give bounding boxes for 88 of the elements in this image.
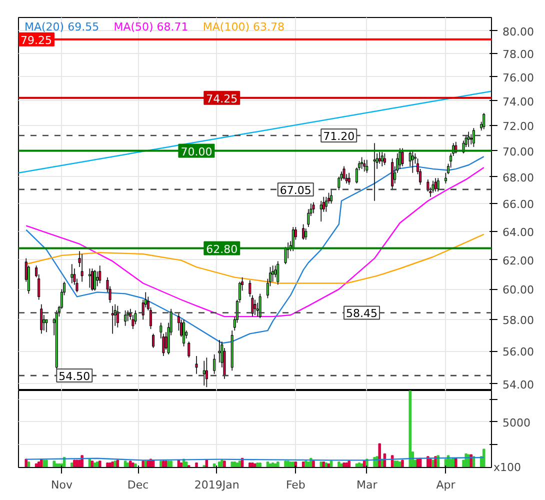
annotation: 58.45 xyxy=(346,307,378,320)
y-tick-label: 58.00 xyxy=(502,314,534,328)
candlestick xyxy=(276,260,280,286)
candlestick xyxy=(254,299,256,316)
annotation: 62.80 xyxy=(206,242,238,256)
candlestick xyxy=(274,265,277,278)
candlestick xyxy=(436,178,440,192)
y-tick-label: 74.00 xyxy=(502,95,534,108)
candlestick xyxy=(188,341,190,358)
candlestick xyxy=(40,304,43,334)
y-tick-label: 78.00 xyxy=(502,48,534,62)
candlestick xyxy=(202,360,206,386)
y-tick-label: 60.00 xyxy=(502,284,534,297)
x-tick-label: 2019Jan xyxy=(194,478,240,492)
text: MA(50) 68.71 xyxy=(114,20,188,34)
y-tick-label: 62.00 xyxy=(502,254,534,268)
annotation: 67.05 xyxy=(280,184,312,197)
candlestick xyxy=(80,254,84,282)
candlestick xyxy=(182,319,186,347)
candlestick xyxy=(111,305,114,334)
annotation: 71.20 xyxy=(323,130,355,144)
candlestick xyxy=(401,148,404,167)
annotation: 74.25 xyxy=(206,92,238,106)
annotation: 54.50 xyxy=(58,370,90,384)
candlestick xyxy=(391,158,394,191)
annotation: 79.25 xyxy=(20,34,52,47)
line-series xyxy=(26,156,484,344)
candlestick xyxy=(360,156,364,170)
candlestick xyxy=(213,354,216,374)
candlestick xyxy=(195,356,198,374)
text: x100 xyxy=(493,461,522,474)
candlestick xyxy=(363,159,366,172)
y-tick-label: 5000 xyxy=(502,416,530,430)
candlestick xyxy=(380,152,384,167)
candlestick xyxy=(45,319,48,333)
candlestick xyxy=(342,166,346,180)
candlestick xyxy=(205,357,208,388)
y-tick-label: 70.00 xyxy=(502,145,534,158)
candlestick xyxy=(348,172,350,186)
candlestick xyxy=(383,152,386,166)
line-series xyxy=(26,166,484,318)
y-tick-label: 68.00 xyxy=(502,171,534,184)
line-series xyxy=(26,234,484,284)
y-tick-label: 76.00 xyxy=(502,71,534,84)
candlestick xyxy=(96,271,99,287)
candlestick xyxy=(324,196,328,212)
x-tick-label: Feb xyxy=(286,478,306,492)
candlestick xyxy=(152,333,155,348)
candlestick xyxy=(470,134,472,145)
candlestick xyxy=(434,178,437,192)
candlestick xyxy=(411,150,414,174)
candlestick xyxy=(70,264,74,284)
candlestick xyxy=(467,131,470,148)
candlestick xyxy=(98,265,102,284)
x-tick-label: Apr xyxy=(436,478,456,492)
y-tick-label: 64.00 xyxy=(502,226,534,239)
candlestick xyxy=(472,128,475,148)
candlestick xyxy=(124,310,127,326)
candlestick xyxy=(304,228,308,240)
candlestick xyxy=(366,159,368,174)
y-tick-label: 80.00 xyxy=(502,25,534,38)
candlestick xyxy=(94,270,96,292)
y-tick-label: 66.00 xyxy=(502,198,534,212)
text: MA(100) 63.78 xyxy=(202,20,284,34)
candlestick xyxy=(320,200,322,222)
candlestick xyxy=(373,142,376,202)
annotation: 70.00 xyxy=(180,145,212,158)
candlestick xyxy=(432,180,434,194)
x-tick-label: Mar xyxy=(356,478,378,492)
y-tick-label: 72.00 xyxy=(502,120,534,133)
x-tick-label: Nov xyxy=(50,478,73,492)
candlestick xyxy=(90,268,94,292)
candlestick xyxy=(482,112,486,130)
text: MA(20) 69.55 xyxy=(24,20,100,34)
x-tick-label: Dec xyxy=(127,478,149,492)
candlestick xyxy=(444,172,447,184)
candlestick xyxy=(398,148,402,170)
candlestick xyxy=(302,224,305,240)
y-tick-label: 56.00 xyxy=(502,346,534,359)
candlestick xyxy=(292,226,294,252)
candlestick xyxy=(88,268,91,288)
y-tick-label: 54.00 xyxy=(502,378,534,392)
candlestick xyxy=(284,246,287,265)
candlestick xyxy=(312,202,315,214)
candlestick xyxy=(330,190,333,204)
candlestick xyxy=(272,265,274,282)
candlestick xyxy=(258,293,262,319)
candlestick xyxy=(134,310,137,325)
